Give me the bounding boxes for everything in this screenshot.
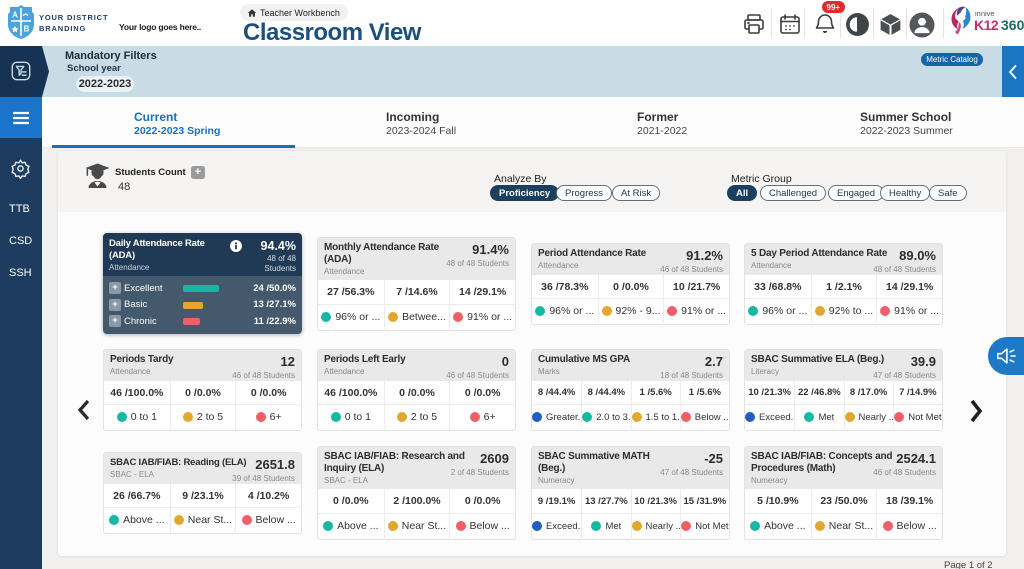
svg-text:B: B: [24, 25, 30, 34]
svg-text:A: A: [12, 11, 18, 20]
